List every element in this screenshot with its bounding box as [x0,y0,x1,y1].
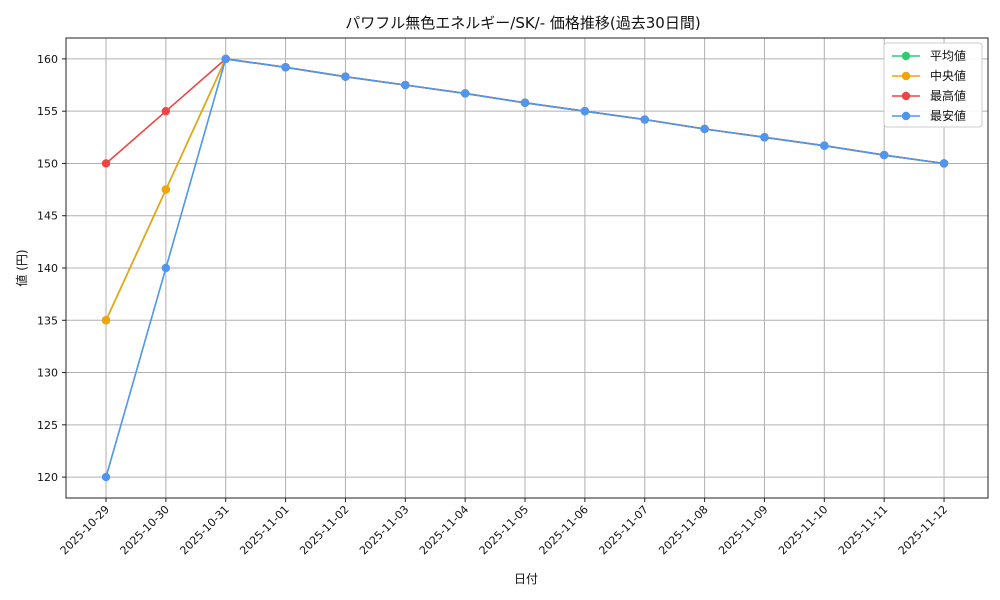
x-tick-label: 2025-11-10 [776,503,830,557]
data-point [820,141,829,150]
data-point [221,54,230,64]
x-tick-label: 2025-11-08 [656,503,710,557]
legend-swatch-marker [901,71,911,81]
x-tick-label: 2025-11-01 [237,503,291,557]
data-point [939,159,949,168]
x-tick-label: 2025-11-05 [477,503,531,557]
x-tick-label: 2025-10-30 [118,503,172,557]
data-point [760,133,769,142]
data-point [161,263,171,273]
y-tick-label: 150 [37,157,58,170]
data-point [101,472,111,482]
data-point [281,63,290,72]
x-tick-label: 2025-11-12 [896,503,950,557]
y-tick-label: 160 [37,53,58,66]
legend-swatch-marker [901,91,911,101]
y-tick-label: 120 [37,471,58,484]
legend-label: 中央値 [930,68,966,83]
legend-swatch-marker [901,111,911,121]
data-point [101,316,111,325]
x-axis: 2025-10-29 2025-10-30 2025-10-31 2025-11-01… [58,498,950,557]
y-tick-label: 130 [37,367,58,380]
legend-label: 最高値 [930,88,966,103]
data-point [520,98,530,108]
chart-title: パワフル無色エネルギー/SK/- 価格推移(過去30日間) [345,14,700,32]
data-point [580,106,590,116]
x-tick-label: 2025-11-11 [836,503,890,557]
data-point [341,72,350,81]
x-tick-label: 2025-11-07 [596,503,650,557]
series-group [101,54,949,482]
data-point [640,115,649,124]
data-point [161,185,171,194]
data-point [879,150,889,160]
data-point [101,159,111,168]
legend-label: 最安値 [930,108,966,123]
y-tick-label: 140 [37,262,58,275]
y-tick-label: 155 [37,105,58,118]
y-tick-label: 145 [37,210,58,223]
x-tick-label: 2025-10-29 [58,503,112,557]
data-point [460,89,470,98]
y-axis: 120 125 130 135 140 145 150 155 160 [37,53,66,484]
x-tick-label: 2025-11-03 [357,503,411,557]
y-tick-label: 135 [37,314,58,327]
data-point [700,124,709,134]
x-axis-label: 日付 [514,572,538,586]
x-tick-label: 2025-11-09 [716,503,770,557]
y-tick-label: 125 [37,419,58,432]
legend-label: 平均値 [930,48,966,63]
y-axis-label: 値 (円) [14,249,29,286]
legend-swatch-marker [901,51,911,61]
x-tick-label: 2025-11-02 [297,503,351,557]
series-3 [101,54,949,482]
data-point [161,106,171,116]
x-tick-label: 2025-11-04 [417,503,471,557]
x-tick-label: 2025-11-06 [537,503,591,557]
data-point [401,80,410,90]
legend-box [883,42,983,128]
x-tick-label: 2025-10-31 [177,503,231,557]
